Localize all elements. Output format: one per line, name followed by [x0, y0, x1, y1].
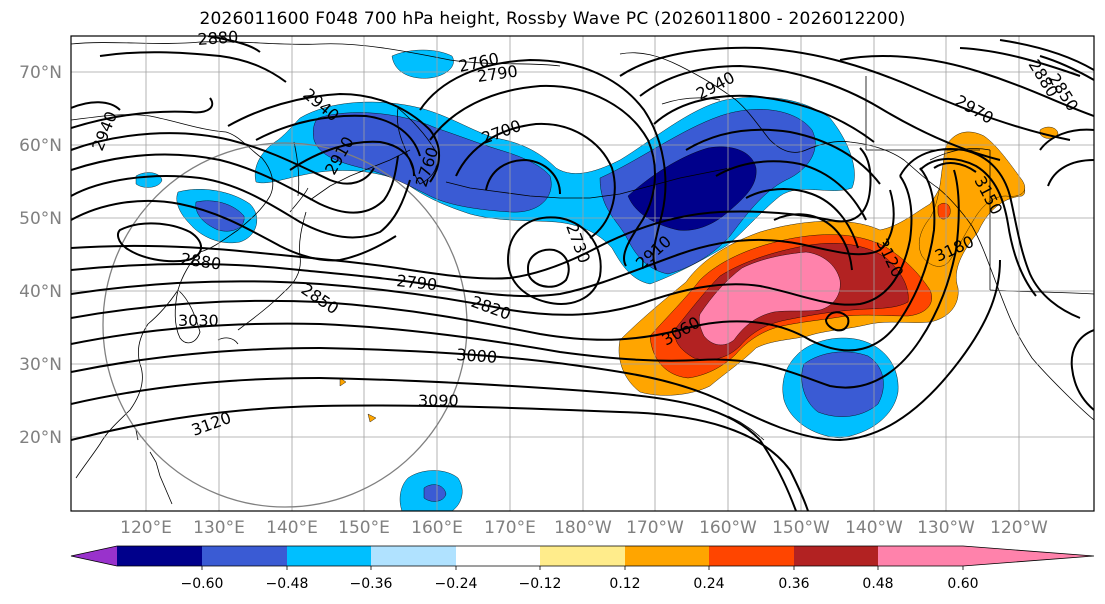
- colorbar-frame: [70, 545, 1095, 567]
- lon-label: 140°E: [266, 518, 318, 538]
- colorbar-segment: [287, 546, 371, 566]
- colorbar-tick-label: 0.48: [862, 576, 893, 592]
- lon-label: 150°W: [772, 518, 830, 538]
- lat-label: 20°N: [19, 428, 62, 448]
- colorbar-segment: [878, 546, 963, 566]
- colorbar-segment: [71, 546, 117, 566]
- lon-label: 130°W: [917, 518, 975, 538]
- contour-label: 2790: [396, 271, 438, 294]
- colorbar-segment: [709, 546, 794, 566]
- reference-circle: [102, 142, 468, 508]
- lon-label: 130°E: [193, 518, 245, 538]
- lon-label: 150°E: [338, 518, 390, 538]
- lon-label: 170°E: [484, 518, 536, 538]
- colorbar-segment: [625, 546, 709, 566]
- lat-label: 40°N: [19, 282, 62, 302]
- colorbar-tick-label: 0.36: [778, 576, 809, 592]
- lon-label: 160°E: [411, 518, 463, 538]
- colorbar-tick-label: −0.24: [435, 576, 478, 592]
- lat-label: 30°N: [19, 355, 62, 375]
- lon-label: 170°W: [626, 518, 684, 538]
- colorbar-tick-label: 0.12: [609, 576, 640, 592]
- colorbar: −0.60 −0.48 −0.36 −0.24 −0.12 0.12 0.24 …: [70, 545, 1095, 592]
- map-frame: [70, 35, 1095, 512]
- colorbar-tick-label: 0.60: [947, 576, 978, 592]
- colorbar-tick-label: −0.36: [350, 576, 393, 592]
- contour-label: 3000: [456, 345, 498, 367]
- lon-label: 120°W: [990, 518, 1048, 538]
- contour-label: 2880: [197, 27, 239, 49]
- map-title: 2026011600 F048 700 hPa height, Rossby W…: [199, 9, 906, 29]
- colorbar-segment: [371, 546, 456, 566]
- lat-label: 70°N: [19, 63, 62, 83]
- colorbar-segment: [456, 546, 540, 566]
- height-contours: [71, 36, 1094, 511]
- contour-label: 3030: [178, 311, 219, 330]
- colorbar-tick-label: −0.48: [266, 576, 309, 592]
- colorbar-segment: [794, 546, 878, 566]
- colorbar-segment: [117, 546, 202, 566]
- colorbar-segment: [202, 546, 287, 566]
- contour-label: 3090: [418, 391, 459, 410]
- colorbar-segment: [540, 546, 625, 566]
- lon-label: 120°E: [120, 518, 172, 538]
- latitude-labels: 70°N 60°N 50°N 40°N 30°N 20°N: [19, 63, 62, 448]
- lon-label: 160°W: [699, 518, 757, 538]
- lon-label: 180°W: [554, 518, 612, 538]
- colorbar-segment: [963, 546, 1094, 566]
- lat-label: 50°N: [19, 209, 62, 229]
- colorbar-tick-label: −0.12: [519, 576, 562, 592]
- lon-label: 140°W: [845, 518, 903, 538]
- lat-label: 60°N: [19, 136, 62, 156]
- colorbar-tick-label: 0.24: [693, 576, 724, 592]
- longitude-labels: 120°E 130°E 140°E 150°E 160°E 170°E 180°…: [120, 518, 1048, 538]
- colorbar-tick-label: −0.60: [181, 576, 224, 592]
